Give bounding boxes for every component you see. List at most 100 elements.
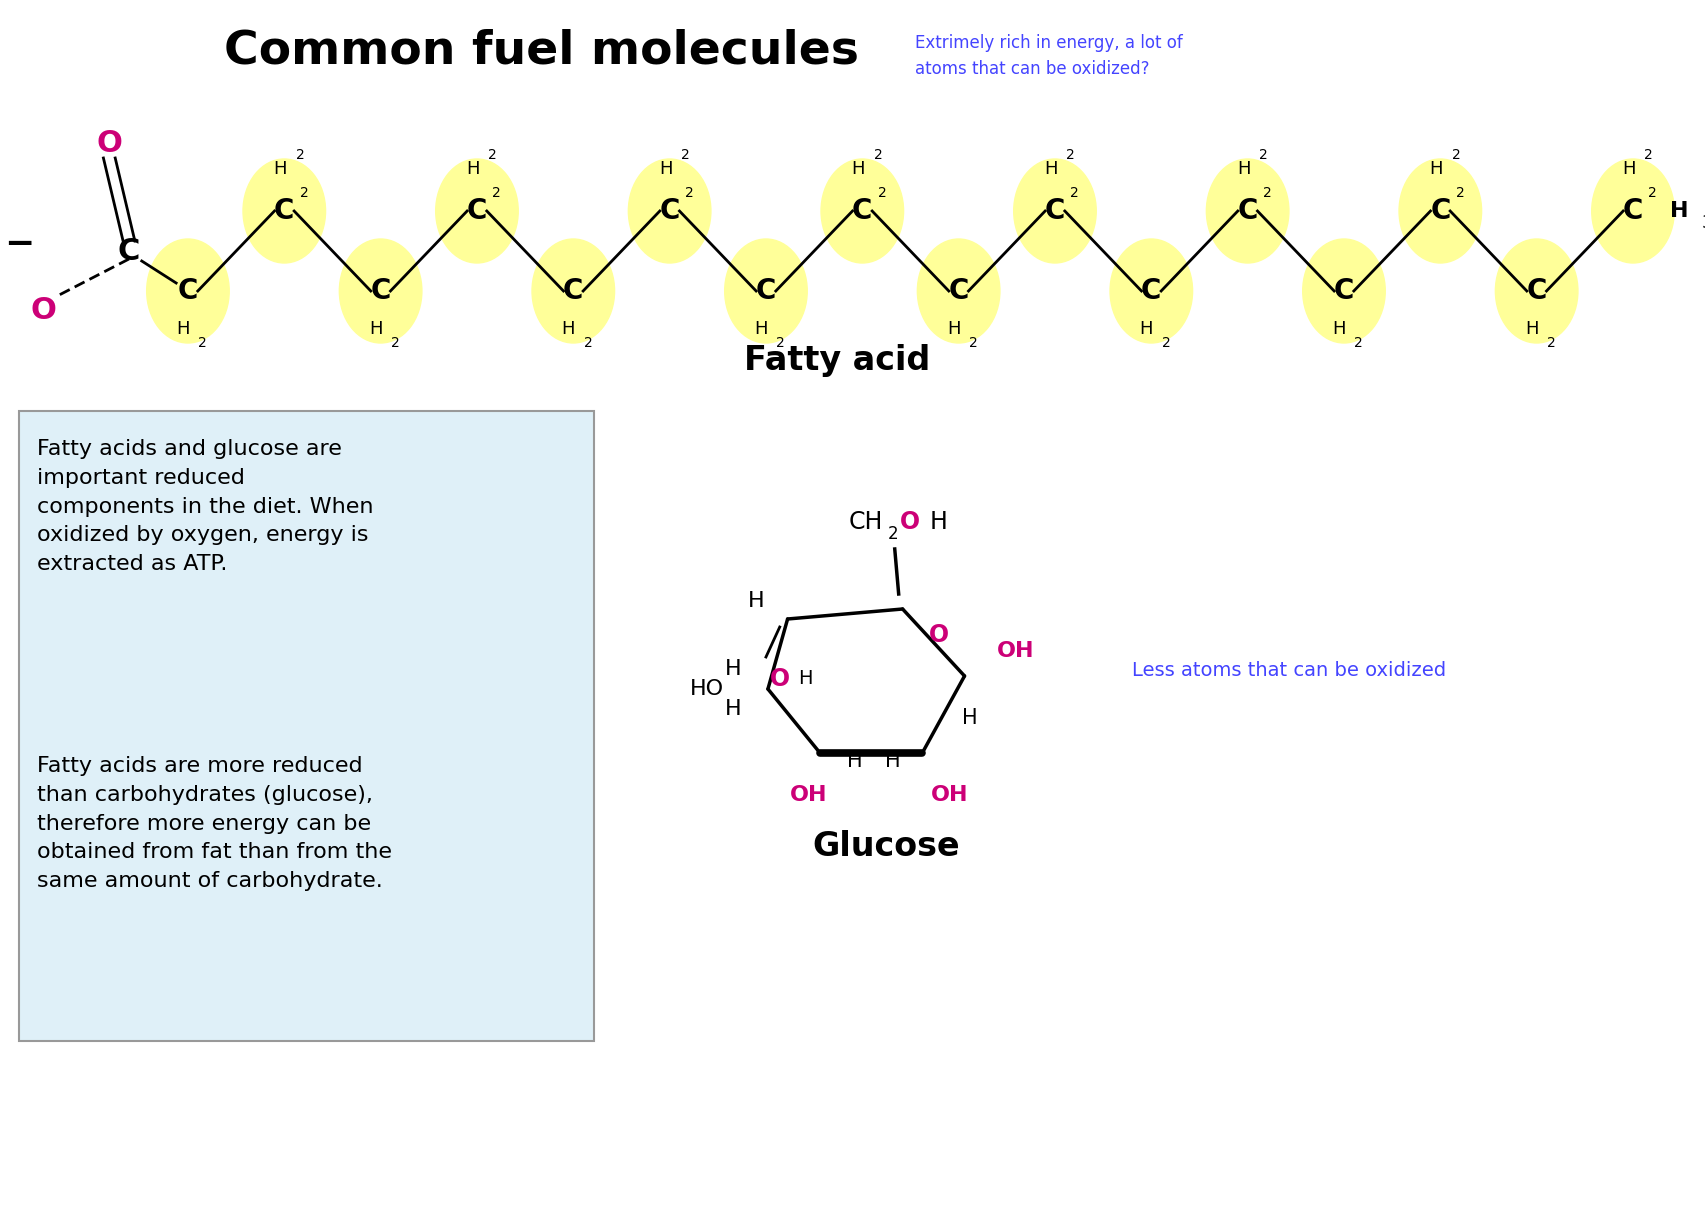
Text: 2: 2	[295, 148, 303, 162]
Ellipse shape	[820, 159, 904, 263]
Text: O: O	[928, 623, 948, 647]
Ellipse shape	[725, 240, 806, 343]
Text: C: C	[660, 197, 679, 225]
Ellipse shape	[435, 159, 518, 263]
Ellipse shape	[1591, 159, 1673, 263]
Text: C: C	[1043, 197, 1064, 225]
Text: −: −	[3, 227, 34, 261]
Text: C: C	[755, 277, 776, 305]
Text: C: C	[1526, 277, 1546, 305]
Ellipse shape	[917, 240, 999, 343]
Text: 2: 2	[1258, 148, 1267, 162]
Text: H: H	[1669, 201, 1688, 221]
Text: 2: 2	[300, 186, 309, 199]
Text: 2: 2	[198, 336, 206, 350]
Text: Fatty acids and glucose are
important reduced
components in the diet. When
oxidi: Fatty acids and glucose are important re…	[36, 439, 373, 574]
Text: H: H	[465, 161, 479, 178]
Ellipse shape	[1303, 240, 1384, 343]
Text: H: H	[846, 751, 861, 771]
Text: Glucose: Glucose	[812, 829, 960, 862]
Text: H: H	[1236, 161, 1250, 178]
Text: H: H	[725, 659, 742, 679]
Ellipse shape	[242, 159, 326, 263]
Text: H: H	[1621, 161, 1635, 178]
Text: HO: HO	[689, 679, 723, 699]
Text: H: H	[176, 320, 189, 338]
Text: H: H	[946, 320, 960, 338]
Text: C: C	[1621, 197, 1642, 225]
Text: 2: 2	[680, 148, 689, 162]
Text: Fatty acid: Fatty acid	[743, 344, 929, 377]
Text: 2: 2	[887, 525, 897, 544]
Text: 2: 2	[684, 186, 694, 199]
Text: H: H	[1332, 320, 1345, 338]
Ellipse shape	[532, 240, 614, 343]
Text: Extrimely rich in energy, a lot of
atoms that can be oxidized?: Extrimely rich in energy, a lot of atoms…	[916, 34, 1183, 78]
Text: H: H	[885, 751, 900, 771]
Text: C: C	[275, 197, 295, 225]
Text: H: H	[1139, 320, 1153, 338]
Text: C: C	[1141, 277, 1161, 305]
Text: 2: 2	[1161, 336, 1170, 350]
Text: H: H	[273, 161, 286, 178]
Text: Common fuel molecules: Common fuel molecules	[223, 28, 859, 73]
Text: CH: CH	[849, 510, 883, 534]
Text: C: C	[370, 277, 390, 305]
Text: 2: 2	[876, 186, 887, 199]
Ellipse shape	[627, 159, 711, 263]
Text: Less atoms that can be oxidized: Less atoms that can be oxidized	[1130, 662, 1444, 681]
Text: Fatty acids are more reduced
than carbohydrates (glucose),
therefore more energy: Fatty acids are more reduced than carboh…	[36, 756, 392, 891]
Text: H: H	[962, 708, 977, 728]
Text: O: O	[95, 129, 123, 158]
Text: 2: 2	[968, 336, 977, 350]
Text: C: C	[467, 197, 488, 225]
Text: 2: 2	[583, 336, 592, 350]
Text: C: C	[948, 277, 968, 305]
Text: H: H	[929, 510, 948, 534]
Text: 2: 2	[776, 336, 784, 350]
Text: H: H	[747, 591, 764, 610]
Text: H: H	[851, 161, 864, 178]
Text: O: O	[31, 297, 56, 326]
Text: 2: 2	[493, 186, 501, 199]
Text: 2: 2	[488, 148, 496, 162]
Text: OH: OH	[931, 786, 968, 805]
Text: 2: 2	[390, 336, 399, 350]
Text: C: C	[177, 277, 198, 305]
Text: H: H	[658, 161, 672, 178]
Text: C: C	[1236, 197, 1257, 225]
Text: H: H	[725, 699, 742, 719]
Ellipse shape	[1013, 159, 1096, 263]
Ellipse shape	[1398, 159, 1480, 263]
Text: C: C	[563, 277, 583, 305]
Text: 2: 2	[1066, 148, 1074, 162]
Text: 2: 2	[1069, 186, 1078, 199]
Text: 2: 2	[1647, 186, 1656, 199]
Text: 3: 3	[1700, 214, 1705, 232]
Text: 2: 2	[1354, 336, 1362, 350]
Text: H: H	[561, 320, 575, 338]
Text: H: H	[1524, 320, 1538, 338]
Text: H: H	[754, 320, 767, 338]
Text: OH: OH	[996, 641, 1033, 662]
Text: OH: OH	[789, 786, 827, 805]
Ellipse shape	[1495, 240, 1577, 343]
Text: 2: 2	[1546, 336, 1555, 350]
Text: H: H	[1043, 161, 1057, 178]
FancyBboxPatch shape	[19, 411, 593, 1041]
Text: H: H	[798, 670, 812, 688]
Text: 2: 2	[1262, 186, 1270, 199]
Text: 2: 2	[873, 148, 881, 162]
Text: H: H	[368, 320, 382, 338]
Text: C: C	[118, 236, 140, 265]
Ellipse shape	[1205, 159, 1289, 263]
Text: 2: 2	[1454, 186, 1463, 199]
Ellipse shape	[147, 240, 228, 343]
Text: C: C	[1429, 197, 1449, 225]
Text: H: H	[1429, 161, 1442, 178]
Ellipse shape	[339, 240, 421, 343]
Text: 2: 2	[1451, 148, 1459, 162]
Text: O: O	[899, 510, 919, 534]
Ellipse shape	[1110, 240, 1192, 343]
Text: 2: 2	[1644, 148, 1652, 162]
